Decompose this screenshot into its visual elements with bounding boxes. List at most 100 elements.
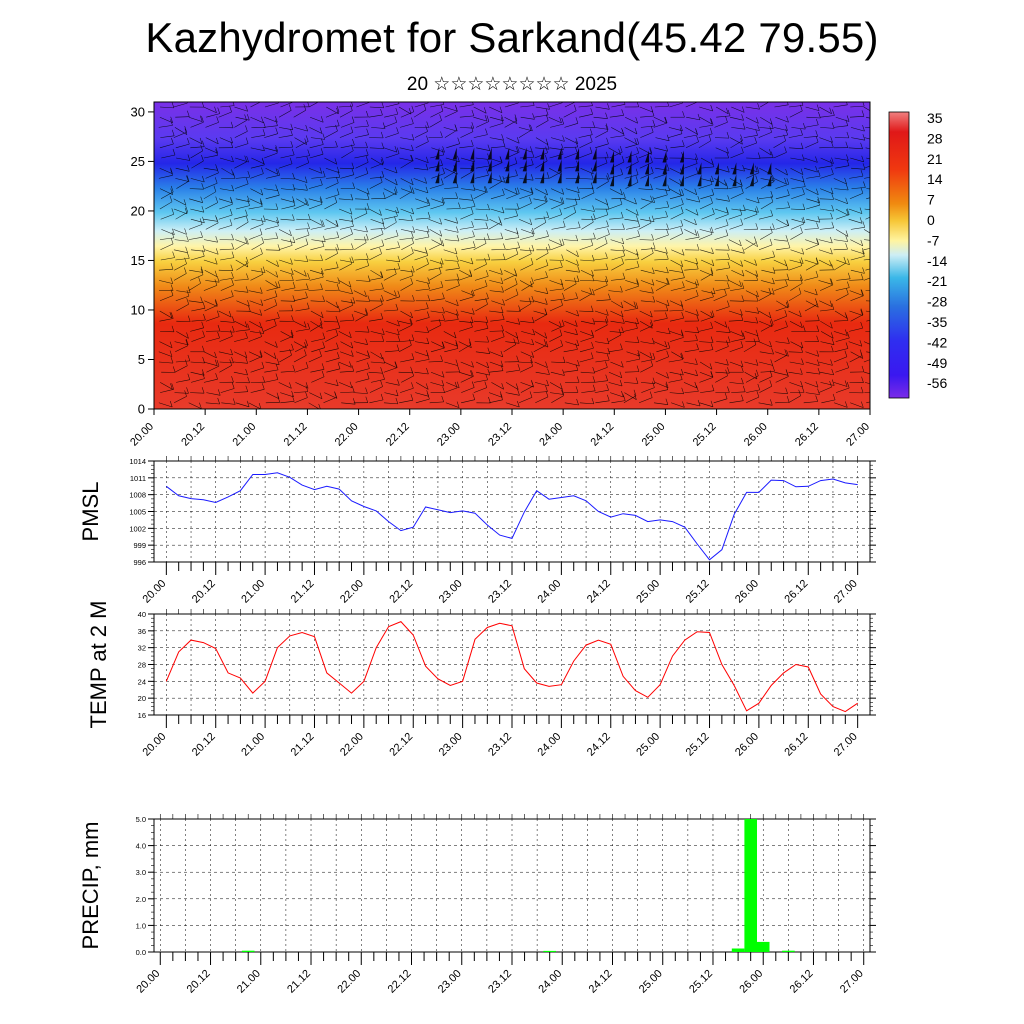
wind-barb (353, 392, 368, 394)
wind-barb (655, 167, 670, 171)
wind-barb-flag (231, 272, 234, 279)
wind-barb-flag (652, 352, 656, 360)
wind-barb (383, 167, 398, 174)
wind-barb-flag (217, 397, 220, 405)
wind-barb-flag (817, 199, 820, 206)
wind-barb-flag (411, 247, 414, 254)
wind-barb-flag (440, 281, 444, 288)
wind-barb-flag (172, 251, 175, 258)
wind-barb (176, 331, 189, 339)
wind-barb (206, 365, 220, 373)
wind-barb-flag (652, 196, 655, 203)
wind-barb-flag (876, 235, 878, 241)
wind-barb (206, 392, 221, 396)
wind-barb (459, 145, 474, 149)
wind-barb-flag (320, 219, 323, 226)
wind-barb (818, 239, 833, 244)
xtick-label: 23.12 (486, 968, 514, 996)
wind-barb-flag (768, 287, 772, 295)
wind-barb (535, 396, 549, 404)
wind-barb-flag (830, 332, 834, 339)
wind-barb-flag (398, 102, 400, 104)
wind-barb-flag (618, 328, 622, 335)
wind-barb (624, 218, 639, 222)
wind-barb (505, 382, 519, 390)
wind-barb (234, 131, 248, 138)
wind-barb-flag (320, 148, 324, 155)
wind-barb (580, 259, 595, 262)
wind-barb-flag (772, 175, 775, 182)
wind-barb-flag (802, 216, 806, 223)
wind-barb (863, 248, 870, 251)
wind-barb (699, 341, 714, 343)
wind-barb (190, 208, 204, 213)
wind-barb-flag (846, 209, 849, 216)
wind-barb (534, 331, 547, 339)
wind-barb (475, 208, 490, 211)
wind-barb (670, 277, 685, 281)
wind-barb (264, 369, 279, 373)
wind-barb-flag (681, 249, 685, 256)
wind-barb-flag (455, 342, 459, 349)
wind-barb-flag (860, 309, 863, 316)
wind-barb (866, 351, 870, 353)
wind-barb-flag (439, 114, 442, 121)
wind-barb (174, 263, 187, 271)
wind-barb-flag (545, 108, 549, 116)
wind-barb-flag (290, 123, 294, 130)
wind-barb-flag (440, 104, 444, 112)
wind-barb (564, 320, 578, 327)
wind-barb (610, 320, 625, 324)
wind-barb (864, 382, 870, 385)
wind-barb (263, 296, 278, 302)
wind-barb-flag (725, 229, 729, 236)
wind-barb (400, 310, 413, 319)
wind-barb-flag (785, 235, 789, 242)
wind-barb (549, 304, 563, 312)
jet-pennant (452, 147, 457, 160)
wind-barb-flag (199, 137, 203, 144)
wind-barb-flag (171, 231, 175, 238)
wind-barb (581, 192, 595, 200)
wind-barb (473, 379, 488, 383)
wind-barb-flag (591, 167, 594, 174)
wind-barb-flag (290, 304, 294, 311)
wind-barb-flag (275, 116, 278, 123)
wind-barb (535, 120, 549, 128)
jet-pennant (487, 147, 492, 160)
wind-barb-flag (170, 277, 174, 284)
wind-barb-flag (829, 278, 833, 285)
wind-barb (836, 278, 851, 281)
wind-barb (835, 229, 849, 237)
wind-barb (791, 127, 806, 130)
wind-barb-flag (185, 359, 188, 366)
wind-barb-flag (816, 335, 819, 342)
wind-barb-flag (502, 176, 506, 183)
colorbar-label: 7 (927, 192, 935, 208)
wind-barb-flag (876, 370, 878, 376)
heatmap-xtick-label: 24.00 (537, 421, 565, 449)
wind-barb (219, 277, 234, 281)
wind-barb (624, 371, 640, 373)
wind-barb (339, 167, 354, 169)
jet-pennant (644, 162, 649, 175)
wind-barb-flag (637, 220, 641, 227)
wind-barb (594, 284, 608, 291)
wind-barb (370, 233, 384, 240)
wind-barb-flag (499, 219, 503, 226)
wind-barb (759, 320, 773, 327)
wind-barb (639, 325, 653, 332)
wind-barb-flag (454, 247, 458, 255)
wind-barb (518, 147, 533, 153)
wind-barb-flag (817, 388, 820, 395)
wind-barb (278, 146, 293, 149)
wind-barb-flag (785, 169, 788, 176)
precip-panel: 0.01.02.03.04.05.020.00 20.12 21.00 21.12 22… (78, 814, 876, 996)
wind-barb (608, 382, 623, 387)
wind-barb (759, 232, 773, 240)
wind-barb (339, 370, 354, 373)
wind-barb (295, 141, 309, 149)
wind-barb (550, 123, 564, 128)
wind-barb (609, 115, 624, 118)
